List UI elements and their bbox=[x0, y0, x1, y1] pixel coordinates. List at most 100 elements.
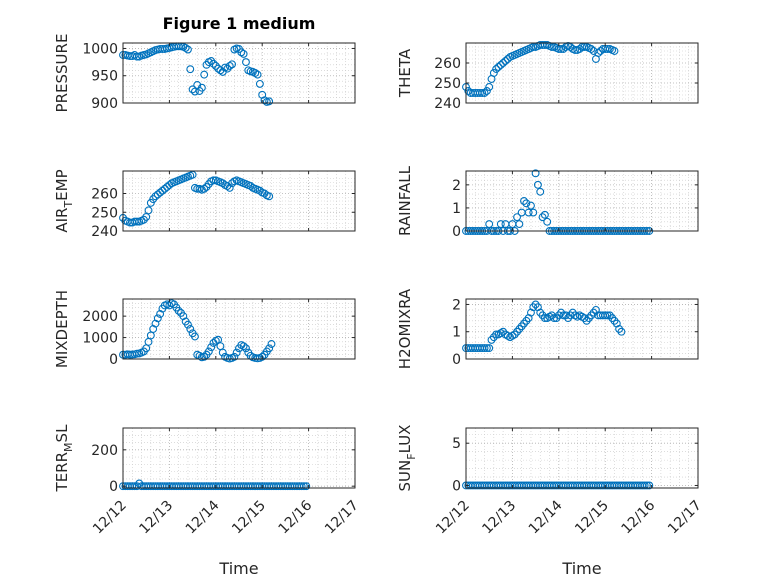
h2omixra-data-point bbox=[485, 344, 494, 353]
mixdepth-data-point bbox=[184, 320, 192, 329]
rainfall-y-axis-label: RAINFALL bbox=[396, 165, 414, 236]
theta-y-tick-label: 260 bbox=[434, 56, 461, 72]
mixdepth-y-tick-label: 1000 bbox=[82, 331, 118, 347]
h2omixra-y-tick-label: 0 bbox=[452, 352, 461, 368]
theta-y-tick-label: 250 bbox=[434, 76, 461, 92]
mixdepth-data-point bbox=[174, 306, 183, 315]
theta-data-point bbox=[496, 61, 505, 69]
air-temp-y-tick-label: 250 bbox=[91, 205, 118, 221]
rainfall-data-point bbox=[524, 208, 533, 217]
air-temp-axes-box bbox=[122, 170, 356, 232]
theta-data-point bbox=[557, 45, 566, 53]
h2omixra-y-tick-label: 1 bbox=[452, 325, 461, 341]
pressure-y-tick-label: 1000 bbox=[82, 41, 118, 57]
h2omixra-y-tick-label: 2 bbox=[452, 297, 461, 313]
theta-data-point bbox=[480, 89, 489, 97]
pressure-data-point bbox=[237, 48, 246, 57]
sun-flux-data-point bbox=[640, 481, 649, 490]
mixdepth-y-axis-label: MIXDEPTH bbox=[53, 290, 71, 368]
sun-flux-y-axis-label: SUNFLUX bbox=[396, 425, 418, 492]
sun-flux-y-tick-label: 5 bbox=[452, 436, 461, 452]
theta-data-point bbox=[475, 89, 484, 97]
pressure-axes-box bbox=[122, 42, 356, 104]
rainfall-data-point bbox=[485, 220, 494, 229]
x-axis-label-left: Time bbox=[218, 559, 258, 578]
terr-msl-y-tick-label: 200 bbox=[91, 443, 118, 459]
air-temp-data-point bbox=[209, 176, 218, 185]
pressure-y-tick-label: 900 bbox=[91, 96, 118, 112]
pressure-data-point bbox=[209, 59, 218, 68]
theta-axes-box bbox=[465, 42, 699, 104]
air-temp-data-point bbox=[265, 192, 274, 201]
mixdepth-axes-background bbox=[123, 299, 355, 359]
mixdepth-y-tick-label: 2000 bbox=[82, 309, 118, 325]
rainfall-y-tick-label: 0 bbox=[452, 224, 461, 240]
h2omixra-data-point bbox=[617, 327, 626, 336]
mixdepth-data-point bbox=[239, 342, 248, 351]
subplot-mixdepth: 0 1000 2000 MIXDEPTH bbox=[53, 290, 356, 368]
mixdepth-y-tick-label: 0 bbox=[109, 352, 118, 368]
terr-msl-axes-box bbox=[122, 427, 356, 489]
theta-axes-background bbox=[466, 43, 698, 103]
pressure-data-point bbox=[200, 70, 209, 79]
theta-data-point bbox=[587, 45, 596, 53]
subplot-air-temp: 240 250 260 AIRTEMP bbox=[53, 169, 356, 240]
rainfall-data-point bbox=[520, 197, 528, 205]
mixdepth-data-point bbox=[232, 348, 241, 357]
subplot-rainfall: 0 1 2 RAINFALL bbox=[396, 165, 699, 240]
theta-y-axis-label: THETA bbox=[396, 48, 414, 98]
theta-data-point bbox=[575, 45, 584, 53]
theta-data-point bbox=[494, 63, 503, 71]
pressure-data-point bbox=[184, 45, 192, 54]
h2omixra-y-axis-label: H2OMIXRA bbox=[396, 288, 414, 369]
theta-data-point bbox=[540, 41, 549, 49]
rainfall-data-point bbox=[513, 213, 521, 222]
rainfall-data-point bbox=[522, 199, 531, 208]
air-temp-axes-background bbox=[123, 171, 355, 231]
sun-flux-data-point bbox=[643, 481, 651, 490]
theta-data-point bbox=[580, 43, 589, 51]
theta-data-point bbox=[478, 89, 487, 97]
rainfall-data-point bbox=[531, 169, 540, 178]
theta-data-point bbox=[485, 83, 494, 91]
terr-msl-data-point bbox=[302, 482, 311, 491]
rainfall-data-point bbox=[543, 217, 552, 226]
terr-msl-data-point bbox=[300, 482, 308, 491]
pressure-data-point bbox=[228, 60, 236, 69]
sun-flux-y-tick-label: 0 bbox=[452, 478, 461, 494]
terr-msl-data-point bbox=[128, 482, 137, 491]
theta-data-point bbox=[547, 43, 556, 51]
h2omixra-data-point bbox=[482, 344, 491, 353]
theta-data-point bbox=[501, 57, 510, 65]
air-temp-y-tick-label: 260 bbox=[91, 187, 118, 203]
theta-data-point bbox=[603, 45, 612, 53]
theta-data-point bbox=[596, 47, 605, 55]
air-temp-y-axis-label: AIRTEMP bbox=[53, 169, 75, 232]
rainfall-data-point bbox=[540, 210, 549, 219]
subplot-pressure: 900 950 1000 PRESSURE bbox=[53, 34, 356, 113]
rainfall-data-point bbox=[538, 213, 547, 222]
rainfall-data-point bbox=[496, 220, 505, 229]
theta-y-tick-label: 240 bbox=[434, 96, 461, 112]
pressure-data-point bbox=[181, 43, 190, 52]
pressure-y-axis-label: PRESSURE bbox=[53, 34, 71, 113]
mixdepth-data-point bbox=[165, 301, 174, 310]
terr-msl-data-point bbox=[297, 482, 306, 491]
figure-title: Figure 1 medium bbox=[163, 14, 316, 33]
theta-data-point bbox=[571, 46, 579, 54]
sun-flux-axes-background bbox=[466, 428, 698, 488]
pressure-data-point bbox=[255, 79, 264, 88]
mixdepth-data-point bbox=[153, 314, 162, 323]
h2omixra-data-point bbox=[540, 314, 549, 323]
mixdepth-data-point bbox=[265, 344, 274, 353]
air-temp-data-point bbox=[200, 184, 209, 193]
theta-data-point bbox=[489, 69, 498, 77]
mixdepth-axes-box bbox=[122, 298, 356, 360]
mixdepth-data-point bbox=[258, 352, 267, 361]
mixdepth-data-point bbox=[186, 325, 195, 333]
pressure-data-point bbox=[253, 70, 262, 79]
pressure-data-point bbox=[260, 96, 269, 105]
terr-msl-y-tick-label: 0 bbox=[109, 479, 118, 495]
terr-msl-axes-background bbox=[123, 428, 355, 488]
